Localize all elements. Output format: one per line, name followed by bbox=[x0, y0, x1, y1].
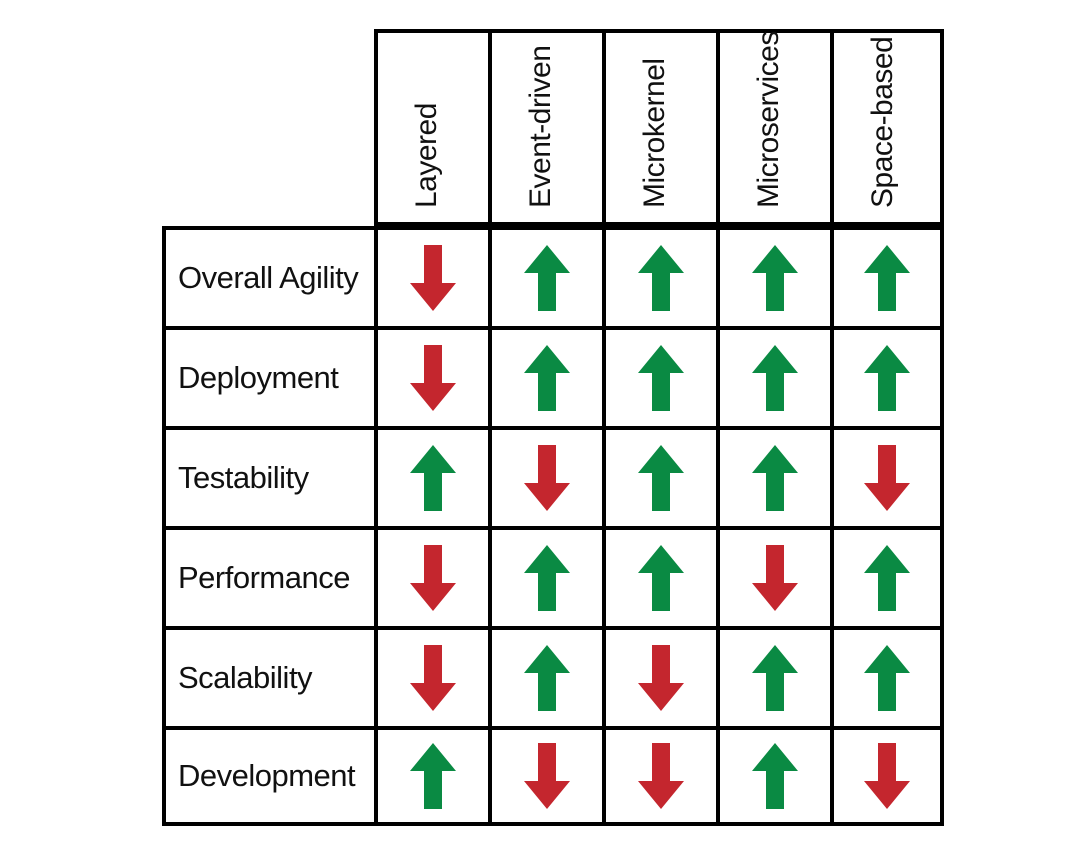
column-header-label: Microkernel bbox=[638, 58, 671, 208]
rating-cell bbox=[488, 626, 602, 726]
rating-cell bbox=[830, 726, 944, 826]
arrow-up-icon bbox=[752, 743, 798, 809]
arrow-up-icon bbox=[864, 645, 910, 711]
rating-cell bbox=[488, 726, 602, 826]
rating-cell bbox=[716, 326, 830, 426]
arrow-down-icon bbox=[524, 445, 570, 511]
rating-cell bbox=[602, 226, 716, 326]
arrow-up-icon bbox=[410, 445, 456, 511]
rating-cell bbox=[374, 326, 488, 426]
arrow-down-icon bbox=[410, 245, 456, 311]
column-header-label: Space-based bbox=[866, 36, 899, 208]
rating-cell bbox=[488, 526, 602, 626]
row-header-label: Testability bbox=[178, 460, 309, 495]
arrow-down-icon bbox=[410, 345, 456, 411]
row-header-label: Scalability bbox=[178, 660, 313, 695]
row-header-development: Development bbox=[162, 726, 375, 826]
arrow-up-icon bbox=[410, 743, 456, 809]
arrow-up-icon bbox=[864, 545, 910, 611]
rating-cell bbox=[830, 626, 944, 726]
rating-cell bbox=[716, 226, 830, 326]
rating-cell bbox=[488, 426, 602, 526]
row-header-label: Overall Agility bbox=[178, 260, 359, 295]
arrow-up-icon bbox=[752, 345, 798, 411]
row-header-label: Deployment bbox=[178, 360, 339, 395]
row-header-overall-agility: Overall Agility bbox=[162, 226, 375, 326]
rating-cell bbox=[716, 526, 830, 626]
arrow-up-icon bbox=[638, 545, 684, 611]
arrow-up-icon bbox=[524, 345, 570, 411]
arrow-down-icon bbox=[410, 545, 456, 611]
row-header-scalability: Scalability bbox=[162, 626, 375, 726]
arrow-up-icon bbox=[864, 245, 910, 311]
arrow-up-icon bbox=[638, 445, 684, 511]
rating-cell bbox=[830, 426, 944, 526]
rating-cell bbox=[830, 526, 944, 626]
column-header-space-based: Space-based bbox=[830, 29, 944, 226]
arrow-down-icon bbox=[638, 645, 684, 711]
rating-cell bbox=[374, 226, 488, 326]
arrow-up-icon bbox=[524, 245, 570, 311]
rating-cell bbox=[374, 626, 488, 726]
column-header-microservices: Microservices bbox=[716, 29, 830, 226]
row-header-testability: Testability bbox=[162, 426, 375, 526]
arrow-up-icon bbox=[524, 545, 570, 611]
column-header-event-driven: Event-driven bbox=[488, 29, 602, 226]
arrow-up-icon bbox=[638, 345, 684, 411]
rating-cell bbox=[830, 226, 944, 326]
column-header-microkernel: Microkernel bbox=[602, 29, 716, 226]
rating-cell bbox=[488, 326, 602, 426]
rating-cell bbox=[602, 726, 716, 826]
row-header-deployment: Deployment bbox=[162, 326, 375, 426]
arrow-up-icon bbox=[752, 245, 798, 311]
column-header-label: Layered bbox=[410, 103, 443, 208]
arrow-down-icon bbox=[864, 743, 910, 809]
arrow-down-icon bbox=[410, 645, 456, 711]
arrow-down-icon bbox=[638, 743, 684, 809]
row-header-performance: Performance bbox=[162, 526, 375, 626]
rating-cell bbox=[830, 326, 944, 426]
rating-cell bbox=[602, 426, 716, 526]
rating-cell bbox=[602, 526, 716, 626]
column-header-label: Event-driven bbox=[524, 45, 557, 208]
arrow-up-icon bbox=[752, 445, 798, 511]
column-header-label: Microservices bbox=[752, 31, 785, 208]
rating-cell bbox=[716, 726, 830, 826]
arrow-down-icon bbox=[752, 545, 798, 611]
rating-cell bbox=[374, 526, 488, 626]
rating-cell bbox=[488, 226, 602, 326]
rating-cell bbox=[374, 426, 488, 526]
rating-cell bbox=[716, 426, 830, 526]
column-header-layered: Layered bbox=[374, 29, 488, 226]
arrow-up-icon bbox=[638, 245, 684, 311]
row-header-label: Performance bbox=[178, 560, 350, 595]
arrow-down-icon bbox=[524, 743, 570, 809]
row-header-label: Development bbox=[178, 758, 356, 793]
rating-cell bbox=[374, 726, 488, 826]
rating-cell bbox=[602, 326, 716, 426]
arrow-up-icon bbox=[864, 345, 910, 411]
arrow-up-icon bbox=[524, 645, 570, 711]
rating-cell bbox=[602, 626, 716, 726]
rating-cell bbox=[716, 626, 830, 726]
arrow-down-icon bbox=[864, 445, 910, 511]
arrow-up-icon bbox=[752, 645, 798, 711]
